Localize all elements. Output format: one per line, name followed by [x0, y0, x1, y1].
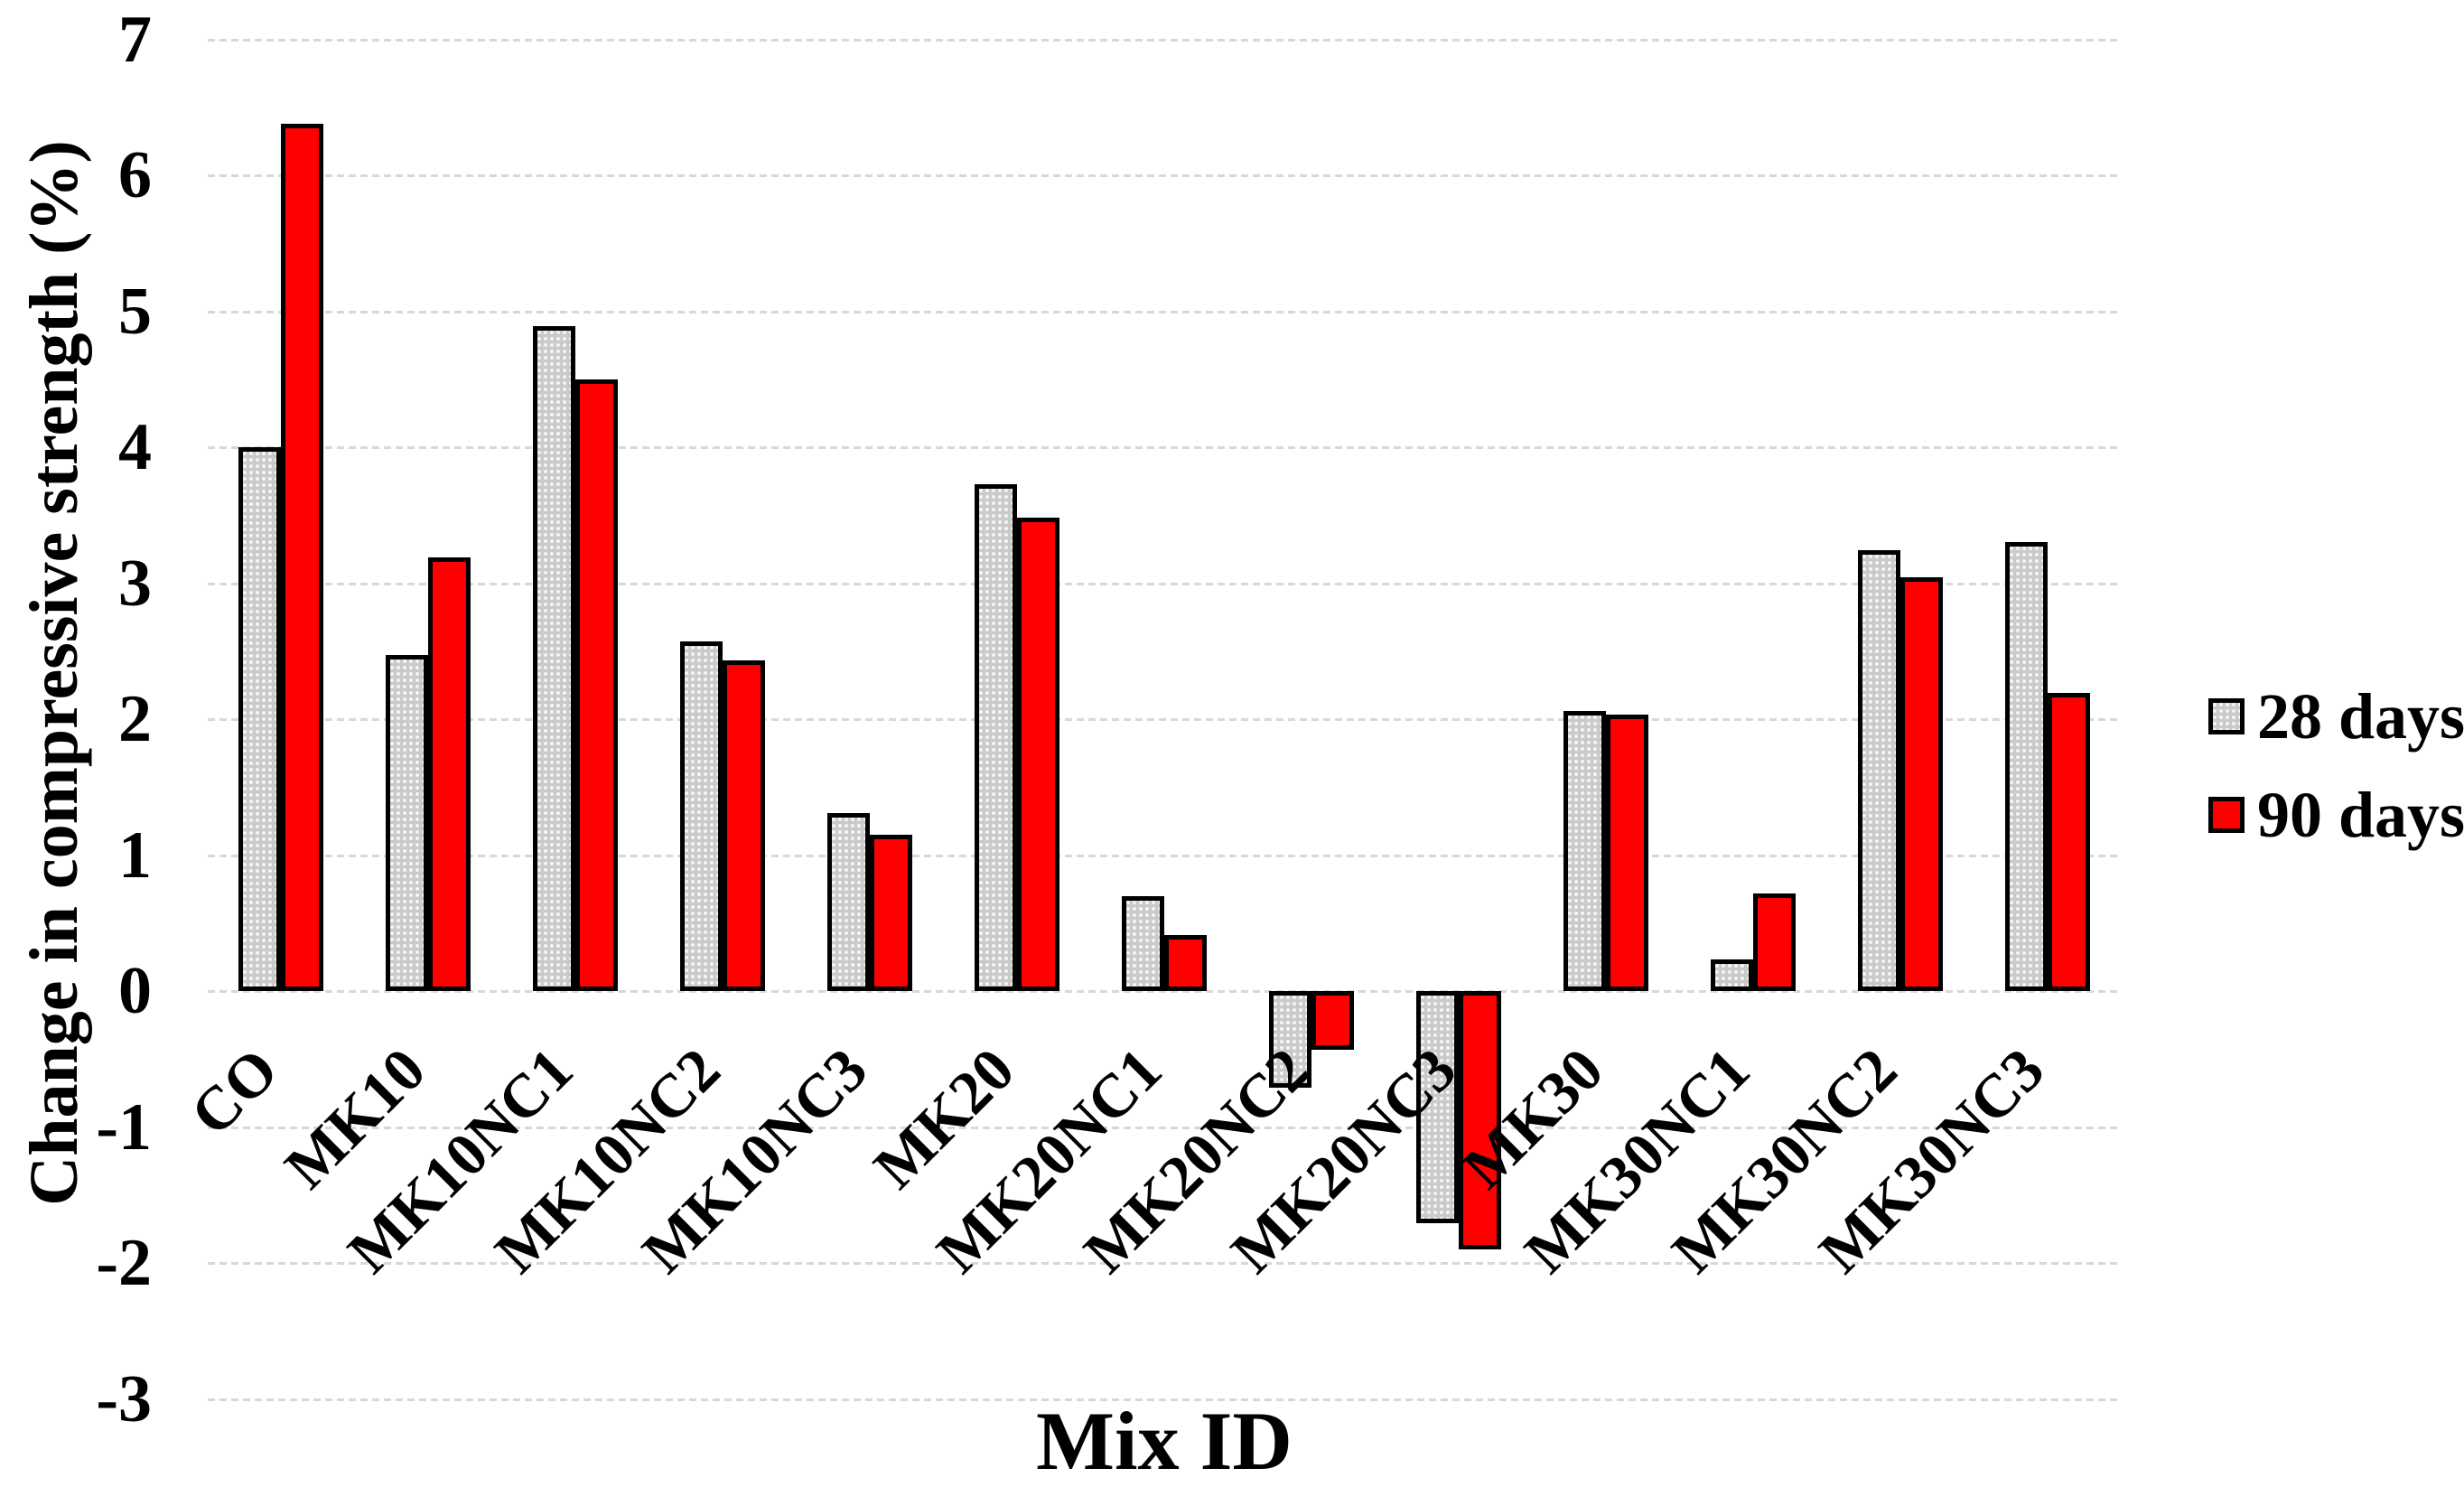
legend-swatch-28-days-icon	[2208, 698, 2245, 734]
x-axis-title: Mix ID	[1036, 1395, 1293, 1487]
bar-90-days-MK10NC2	[723, 660, 766, 991]
bar-90-days-MK10NC3	[870, 834, 913, 991]
y-axis-tick-label: 3	[118, 546, 152, 621]
legend-swatch-90-days-icon	[2208, 797, 2245, 833]
bar-28-days-MK10	[386, 655, 429, 991]
bar-28-days-MK30NC1	[1710, 959, 1753, 991]
gridline	[208, 310, 2121, 313]
bar-90-days-CO	[281, 123, 324, 991]
bar-28-days-MK20	[975, 483, 1018, 991]
bar-90-days-MK20	[1017, 518, 1060, 991]
y-axis-tick-label: 4	[118, 410, 152, 484]
bar-90-days-MK30NC3	[2047, 693, 2090, 991]
gridline	[208, 718, 2121, 721]
bar-28-days-MK20NC3	[1415, 991, 1459, 1224]
bar-90-days-MK30	[1605, 715, 1648, 991]
bar-28-days-MK30	[1563, 710, 1606, 991]
bar-28-days-MK20NC2	[1268, 991, 1311, 1088]
y-axis-tick-label: -2	[96, 1226, 152, 1300]
gridline	[208, 1126, 2121, 1129]
bar-90-days-MK10NC1	[575, 379, 619, 991]
gridline	[208, 38, 2121, 42]
y-axis-tick-label: 2	[118, 682, 152, 756]
bar-90-days-MK30NC1	[1752, 893, 1796, 991]
y-axis-title: Change in compressive strength (%)	[16, 140, 92, 1206]
bar-28-days-MK20NC1	[1122, 895, 1164, 991]
bar-90-days-MK20NC2	[1311, 991, 1354, 1050]
legend-label-90-days: 90 days	[2257, 779, 2464, 851]
bar-28-days-MK10NC3	[827, 812, 871, 991]
y-axis-tick-label: -1	[96, 1090, 152, 1164]
y-axis-tick-label: 1	[118, 818, 152, 893]
gridline	[208, 1262, 2121, 1265]
bar-28-days-MK10NC1	[533, 326, 576, 991]
bar-90-days-MK30NC2	[1899, 577, 1943, 991]
bar-28-days-MK30NC2	[1857, 550, 1900, 991]
y-axis-tick-label: 7	[118, 2, 152, 77]
legend-label-28-days: 28 days	[2257, 680, 2464, 753]
gridline	[208, 990, 2121, 993]
bar-28-days-MK30NC3	[2004, 542, 2048, 991]
gridline	[208, 446, 2121, 449]
legend-entry-28-days: 28 days	[2208, 679, 2464, 753]
bar-90-days-MK20NC3	[1458, 991, 1501, 1249]
gridline	[208, 582, 2121, 585]
bar-90-days-MK10	[428, 556, 471, 991]
gridline	[208, 174, 2121, 177]
y-axis-tick-label: -3	[96, 1361, 152, 1436]
gridline	[208, 854, 2121, 857]
bar-28-days-MK10NC2	[680, 641, 723, 991]
bar-90-days-MK20NC1	[1164, 935, 1207, 991]
legend-entry-90-days: 90 days	[2208, 778, 2464, 852]
gridline	[208, 1398, 2121, 1401]
y-axis-tick-label: 5	[118, 274, 152, 349]
bar-28-days-CO	[238, 447, 282, 991]
x-category-label-CO: CO	[177, 1034, 292, 1149]
y-axis-tick-label: 6	[118, 138, 152, 212]
y-axis-tick-label: 0	[118, 954, 152, 1028]
